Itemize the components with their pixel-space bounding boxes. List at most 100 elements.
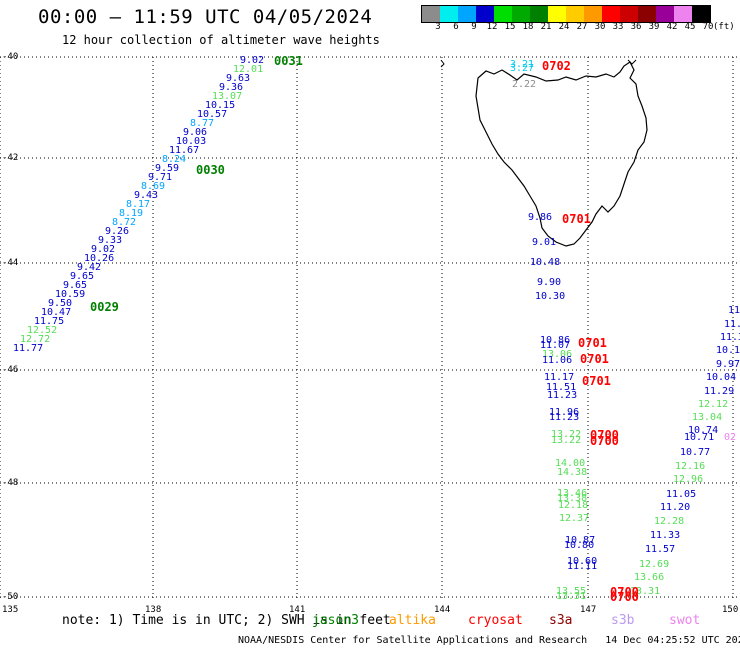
pass-time-label: 0702 (542, 59, 571, 73)
wave-height-value: 9.65 (63, 280, 88, 291)
wave-height-value: 10.57 (197, 109, 228, 120)
wave-height-value: 11.3 (720, 332, 740, 343)
wave-height-value: 12.12 (698, 399, 729, 410)
colorbar-swatch (620, 6, 638, 22)
colorbar-label: 27 (576, 22, 588, 32)
footer-credit: NOAA/NESDIS Center for Satellite Applica… (238, 635, 740, 646)
colorbar-label: 42 (666, 22, 678, 32)
pass-time-label: 0701 (580, 352, 609, 366)
wave-height-value: 10.04 (706, 372, 737, 383)
wave-height-value: 9.02 (240, 55, 265, 66)
tasmania-coastline (475, 61, 648, 247)
wave-height-value: 9.36 (219, 82, 244, 93)
wave-height-value: 10.1 (716, 345, 740, 356)
wave-height-value: 9.86 (528, 212, 553, 223)
wave-height-value: 11.05 (666, 489, 697, 500)
colorbar-label: 18 (522, 22, 534, 32)
wave-height-value: 9.50 (48, 298, 73, 309)
wave-height-value: 11. (724, 319, 740, 330)
wave-height-value: 10.71 (684, 432, 715, 443)
wave-height-colorbar (421, 5, 711, 23)
wave-height-value: 12.16 (675, 461, 706, 472)
latitude-tick-label: -42 (2, 153, 19, 163)
wave-height-value: 8.69 (141, 181, 166, 192)
colorbar-swatch (638, 6, 656, 22)
latitude-tick-label: -46 (2, 365, 19, 375)
colorbar-swatch (656, 6, 674, 22)
satellite-legend-item: altika (389, 613, 436, 628)
colorbar-swatch (458, 6, 476, 22)
wave-height-value: 9.06 (183, 127, 208, 138)
colorbar-swatch (566, 6, 584, 22)
wave-height-value: 12.72 (20, 334, 51, 345)
wave-height-value: 9.97 (716, 359, 740, 370)
colorbar-unit: (ft) (713, 22, 735, 32)
wave-height-value: 11.17 (544, 372, 575, 383)
wave-height-value: 11.51 (546, 382, 577, 393)
colorbar-swatch (494, 6, 512, 22)
colorbar-label: 15 (504, 22, 516, 32)
longitude-tick-label: 147 (580, 605, 597, 615)
colorbar-swatch (584, 6, 602, 22)
colorbar-swatch (530, 6, 548, 22)
wave-height-value: 8.17 (126, 199, 151, 210)
wave-height-value: 12.96 (673, 474, 704, 485)
wave-height-value: 11.11 (567, 561, 598, 572)
pass-time-label: 0700 (590, 434, 619, 448)
pass-time-label: 0029 (90, 300, 119, 314)
wave-height-value: 11.77 (13, 343, 44, 354)
wave-height-value: 14.00 (555, 458, 586, 469)
latitude-tick-label: -44 (2, 258, 19, 268)
wave-height-value: 11.23 (549, 412, 580, 423)
wave-height-value: 10.60 (567, 556, 598, 567)
wave-height-value: 13.66 (634, 572, 665, 583)
wave-height-value: 12.69 (639, 559, 670, 570)
wave-height-value: 8.72 (112, 217, 137, 228)
wave-height-value: 9.42 (77, 262, 102, 273)
wave-height-value: 12.01 (233, 64, 264, 75)
wave-height-value: 10.87 (565, 535, 596, 546)
longitude-tick-label: 138 (145, 605, 162, 615)
satellite-legend-item: s3a (549, 613, 573, 628)
pass-time-label: 0031 (274, 54, 303, 68)
wave-height-value: 9.01 (532, 237, 557, 248)
wave-height-value: 10.26 (84, 253, 115, 264)
wave-height-value: 10.86 (540, 335, 571, 346)
wave-height-value: 3.27 (510, 63, 535, 74)
wave-height-value: 11.75 (34, 316, 65, 327)
colorbar-label: 21 (540, 22, 552, 32)
longitude-tick-label: 144 (434, 605, 451, 615)
pass-time-label: 0700 (610, 590, 639, 604)
colorbar-swatch (440, 6, 458, 22)
colorbar-swatch (692, 6, 710, 22)
chart-title: 00:00 – 11:59 UTC 04/05/2024 (38, 6, 373, 28)
satellite-legend-item: swot (669, 613, 701, 628)
latitude-tick-label: -40 (2, 52, 19, 62)
wave-height-value: 10.80 (564, 540, 595, 551)
wave-height-value: 12.37 (559, 513, 590, 524)
colorbar-label: 45 (684, 22, 696, 32)
wave-height-value: 13.04 (692, 412, 723, 423)
colorbar-swatch (548, 6, 566, 22)
pass-time-label: 0701 (582, 374, 611, 388)
longitude-tick-label: 135 (2, 605, 19, 615)
wave-height-value: 9.63 (226, 73, 251, 84)
wave-height-value: 9.90 (537, 277, 562, 288)
wave-height-value: 11.07 (540, 340, 571, 351)
pass-time-label: 0701 (578, 336, 607, 350)
wave-height-value: 12.52 (27, 325, 58, 336)
wave-height-value: 9.02 (91, 244, 116, 255)
colorbar-label: 39 (648, 22, 660, 32)
wave-height-value: 13.22 (551, 435, 582, 446)
wave-height-value: 9.65 (70, 271, 95, 282)
wave-height-value: 8.19 (119, 208, 144, 219)
latitude-tick-label: -48 (2, 478, 19, 488)
wave-height-value: 11.20 (660, 502, 691, 513)
wave-height-value: 02 (724, 432, 737, 443)
colorbar-label: 9 (471, 22, 477, 32)
wave-height-value: 9.33 (98, 235, 123, 246)
pass-time-label: 0700 (590, 428, 619, 442)
colorbar-swatch (422, 6, 440, 22)
wave-height-value: 8.77 (190, 118, 215, 129)
wave-height-value: 13.55 (556, 586, 587, 597)
